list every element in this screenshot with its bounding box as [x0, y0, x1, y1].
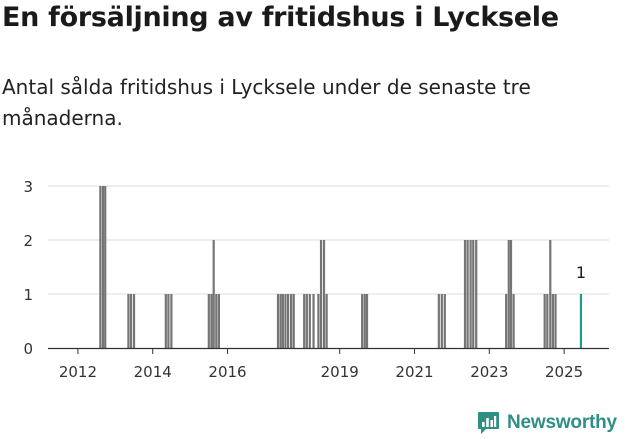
bar [554, 294, 557, 348]
x-tick-label: 2019 [321, 363, 359, 381]
bar [443, 294, 446, 348]
x-tick-label: 2021 [395, 363, 433, 381]
bar [210, 294, 213, 348]
bar [365, 294, 369, 348]
x-tick-label: 2012 [59, 363, 97, 381]
bar [284, 294, 287, 348]
bar [129, 294, 133, 348]
x-tick-label: 2023 [470, 363, 508, 381]
bar [212, 240, 215, 348]
bar [303, 294, 306, 348]
x-tick-label: 2025 [545, 363, 583, 381]
bar [281, 294, 284, 348]
bar [167, 294, 170, 348]
bar [287, 294, 290, 348]
bar [217, 294, 221, 348]
bar [512, 294, 515, 348]
x-tick-label: 2016 [208, 363, 246, 381]
bar [132, 294, 136, 348]
bar [549, 240, 552, 348]
bar [509, 240, 513, 348]
bar [505, 294, 508, 348]
bar [322, 240, 326, 348]
data-labels: 1 [576, 263, 586, 282]
bar [290, 294, 293, 348]
y-tick-label: 0 [23, 340, 33, 358]
newsworthy-logo-icon [477, 411, 500, 435]
bar [543, 294, 546, 348]
bar [463, 240, 467, 348]
x-axis: 2012 2014 2016 2019 2021 2023 2025 [48, 347, 609, 381]
bar [319, 240, 323, 348]
bar [164, 294, 167, 348]
chart-subtitle: Antal sålda fritidshus i Lycksele under … [2, 75, 531, 130]
y-tick-label: 1 [23, 286, 33, 304]
bar [472, 240, 475, 348]
bar [579, 294, 583, 348]
chart-title: En försäljning av fritidshus i Lycksele [2, 2, 559, 33]
bar [325, 294, 328, 348]
newsworthy-logo: Newsworthy [477, 409, 617, 437]
y-tick-label: 3 [23, 178, 33, 196]
bar [292, 294, 295, 348]
bar [215, 294, 218, 348]
bar [104, 186, 107, 348]
bar [363, 294, 366, 348]
bar [170, 294, 173, 348]
x-tick-label: 2014 [134, 363, 172, 381]
bar [466, 240, 469, 348]
bar [99, 186, 102, 348]
bar [317, 294, 320, 348]
bar [546, 294, 549, 348]
bar [101, 186, 105, 348]
bar [312, 294, 315, 348]
bar [207, 294, 210, 348]
bar [305, 294, 308, 348]
bar [308, 294, 311, 348]
bar [469, 240, 472, 348]
brand-name: Newsworthy [507, 412, 617, 433]
bar [437, 294, 440, 348]
bar [440, 294, 443, 348]
data-label: 1 [576, 263, 586, 282]
bar [127, 294, 130, 348]
grid-lines [48, 185, 609, 295]
y-axis-labels: 0 1 2 3 [23, 178, 33, 358]
bar [551, 294, 554, 348]
bar [361, 294, 364, 348]
bars [99, 186, 583, 348]
bar [507, 240, 510, 348]
bar [276, 294, 280, 348]
bar [475, 240, 478, 348]
bar [279, 294, 282, 348]
y-tick-label: 2 [23, 232, 33, 250]
